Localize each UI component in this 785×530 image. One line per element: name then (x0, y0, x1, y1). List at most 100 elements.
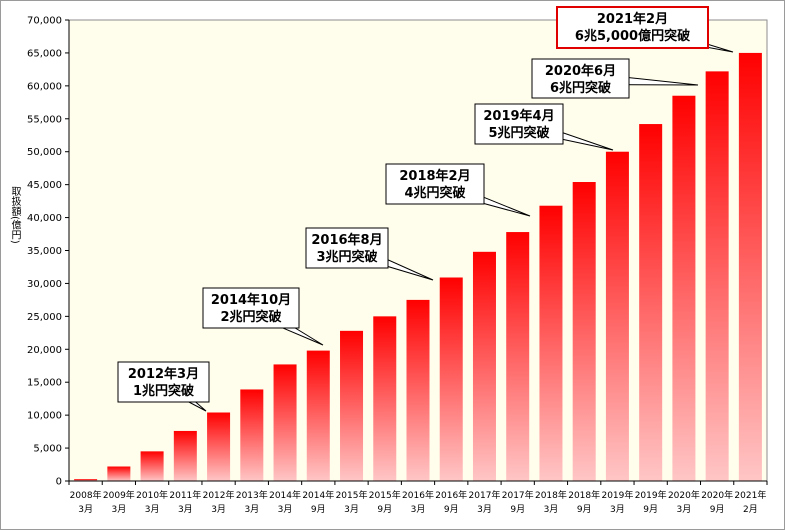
callout-box (474, 103, 564, 145)
callout-text: 2019年4月 (483, 108, 554, 124)
y-tick-label: 35,000 (27, 246, 62, 257)
bar (506, 232, 530, 481)
x-tick-label-year: 2021年 (734, 489, 766, 501)
callout-text: 2014年10月 (211, 292, 291, 308)
x-tick-label-year: 2019年 (601, 489, 633, 501)
y-tick-label: 20,000 (27, 345, 62, 356)
x-tick-label-month: 9月 (311, 504, 326, 515)
bar (639, 124, 663, 481)
x-tick-label-year: 2010年 (136, 489, 168, 501)
y-tick-label: 0 (56, 477, 62, 488)
x-tick-label-month: 3月 (544, 504, 559, 515)
x-tick-label-month: 9月 (577, 504, 592, 515)
x-tick-label-month: 9月 (444, 504, 459, 515)
x-tick-label-month: 3月 (178, 504, 193, 515)
y-tick-label: 30,000 (27, 279, 62, 290)
callout-text: 2021年2月 (597, 11, 668, 27)
bar (472, 251, 496, 481)
x-tick-label-month: 3月 (677, 504, 692, 515)
bar (539, 205, 563, 481)
callout-box (305, 227, 389, 269)
x-tick-label-month: 3月 (211, 504, 226, 515)
bar (738, 52, 762, 482)
x-tick-label-year: 2019年 (635, 489, 667, 501)
annotations: 2012年3月1兆円突破2014年10月2兆円突破2016年8月3兆円突破201… (117, 6, 734, 412)
x-tick-label-month: 3月 (477, 504, 492, 515)
x-tick-label-month: 9月 (643, 504, 658, 515)
y-tick-label: 15,000 (27, 378, 62, 389)
callout-box (202, 287, 300, 329)
bars (74, 52, 762, 482)
callout-text: 2020年6月 (545, 63, 616, 79)
x-tick-label-month: 3月 (111, 504, 126, 515)
x-tick-label-month: 9月 (710, 504, 725, 515)
callout-text: 6兆5,000億円突破 (575, 28, 690, 44)
bar (173, 430, 197, 481)
x-tick-label-month: 3月 (610, 504, 625, 515)
bar (74, 479, 98, 481)
callout-text: 2兆円突破 (220, 309, 281, 325)
bar (107, 466, 131, 481)
callout-text: 2016年8月 (311, 232, 382, 248)
x-tick-label-year: 2016年 (435, 489, 467, 501)
x-tick-label-month: 9月 (510, 504, 525, 515)
callout-text: 3兆円突破 (316, 249, 377, 265)
x-tick-label-year: 2012年 (203, 489, 235, 501)
x-tick-label-year: 2014年 (302, 489, 334, 501)
y-tick-label: 70,000 (27, 16, 62, 27)
x-tick-label-month: 9月 (377, 504, 392, 515)
x-tick-label-year: 2015年 (336, 489, 368, 501)
callout-text: 2012年3月 (128, 366, 199, 382)
x-tick-label-month: 3月 (78, 504, 93, 515)
bar (439, 277, 463, 481)
x-tick-label-year: 2013年 (236, 489, 268, 501)
x-tick-label-year: 2018年 (568, 489, 600, 501)
x-tick-label-year: 2020年 (701, 489, 733, 501)
x-tick-label-month: 3月 (278, 504, 293, 515)
y-tick-label: 25,000 (27, 312, 62, 323)
callout-box (385, 163, 485, 205)
x-tick-label-month: 2月 (743, 504, 758, 515)
x-tick-label-year: 2016年 (402, 489, 434, 501)
callout-text: 1兆円突破 (133, 383, 194, 399)
x-tick-label-year: 2020年 (668, 489, 700, 501)
bar (373, 316, 397, 481)
y-tick-label: 5,000 (33, 444, 62, 455)
bar (406, 299, 430, 481)
callout-text: 2018年2月 (399, 168, 470, 184)
callout-text: 6兆円突破 (550, 80, 611, 96)
y-tick-label: 65,000 (27, 48, 62, 59)
callout-text: 4兆円突破 (404, 185, 465, 201)
x-tick-label-year: 2017年 (502, 489, 534, 501)
x-tick-label-year: 2018年 (535, 489, 567, 501)
y-axis: 0 5,000 10,000 15,000 20,000 25,000 30,000 35,0… (27, 16, 70, 488)
bar (572, 182, 596, 481)
bar (672, 95, 696, 481)
y-tick-label: 50,000 (27, 147, 62, 158)
callout-text: 5兆円突破 (488, 125, 549, 141)
x-axis: 2008年 3月 2009年 3月 2010年 3月 2011年 3月 2012年 3月 2013年… (68, 480, 768, 515)
x-tick-label-month: 3月 (344, 504, 359, 515)
x-tick-label-year: 2009年 (103, 489, 135, 501)
callout-box (531, 58, 630, 99)
y-tick-label: 40,000 (27, 213, 62, 224)
y-axis-label: 取扱額(億円) (9, 186, 20, 244)
bar (705, 71, 729, 482)
y-tick-label: 55,000 (27, 114, 62, 125)
y-tick-label: 60,000 (27, 81, 62, 92)
x-tick-label-year: 2014年 (269, 489, 301, 501)
y-tick-label: 10,000 (27, 411, 62, 422)
x-tick-label-year: 2015年 (369, 489, 401, 501)
callout-box (117, 361, 210, 403)
x-tick-label-year: 2008年 (70, 489, 102, 501)
bar (207, 412, 231, 481)
bar (306, 350, 330, 481)
callout-box (556, 6, 709, 49)
